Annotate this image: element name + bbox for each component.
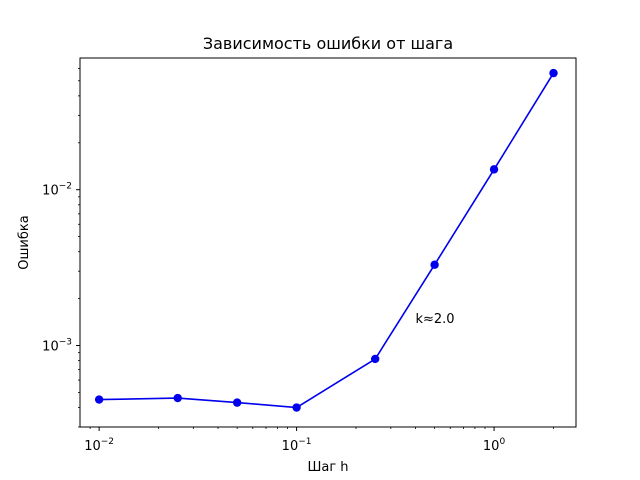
data-point <box>370 354 380 364</box>
y-tick-label: 10−2 <box>42 182 72 199</box>
series-group <box>94 68 558 412</box>
series-line <box>99 72 555 409</box>
data-point <box>232 398 242 407</box>
y-axis-label: Ошибка <box>17 215 32 269</box>
plot-frame <box>79 57 577 428</box>
x-tick-label: 10−2 <box>84 437 114 454</box>
data-point <box>430 260 439 269</box>
data-point <box>173 393 182 403</box>
axis-ticks: 10−2 10−1 100 10−3 10−2 <box>42 68 554 454</box>
x-tick-label: 100 <box>483 437 506 454</box>
x-axis-label: Шаг h <box>307 460 348 475</box>
data-point <box>489 165 499 174</box>
data-point <box>94 395 104 404</box>
chart-title: Зависимость ошибки от шага <box>203 34 453 53</box>
x-tick-label: 10−1 <box>282 437 312 454</box>
data-point <box>549 68 558 78</box>
data-point <box>292 403 301 412</box>
y-tick-label: 10−3 <box>42 338 72 355</box>
slope-annotation: k≈2.0 <box>415 312 454 327</box>
